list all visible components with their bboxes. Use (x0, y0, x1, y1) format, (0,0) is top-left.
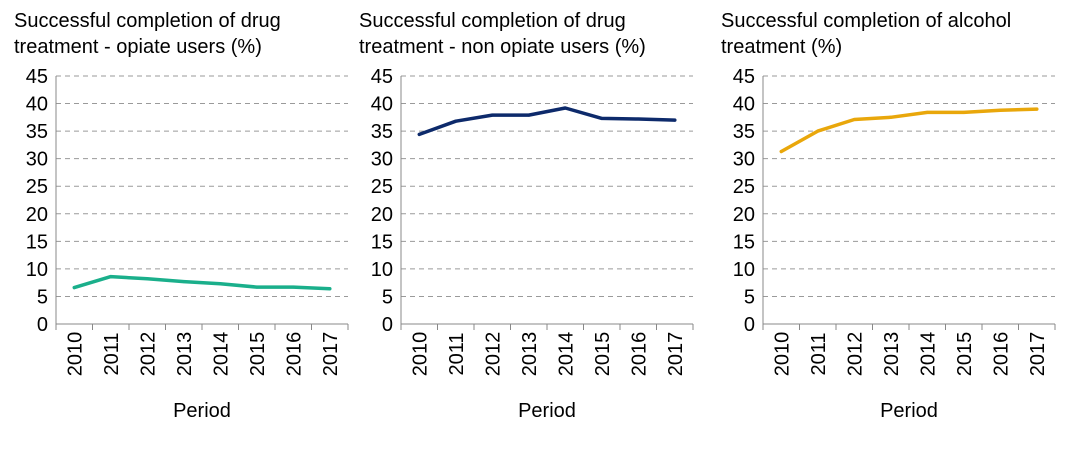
x-tick-label: 2011 (446, 332, 468, 375)
y-tick-label: 45 (371, 66, 393, 88)
line-chart: 0 5 10 15 20 25 30 35 40 45 2010 2011 2012 2013 2014 20… (26, 66, 349, 422)
y-tick-label: 35 (26, 121, 48, 143)
y-tick-label: 0 (382, 314, 393, 336)
data-point (816, 129, 820, 133)
data-point (779, 150, 783, 154)
y-tick-label: 45 (26, 66, 48, 88)
x-tick-label: 2013 (519, 332, 541, 377)
y-tick-label: 15 (371, 231, 393, 253)
y-tick-label: 0 (744, 314, 755, 336)
series-line (779, 107, 1039, 154)
y-tick-label: 10 (733, 259, 755, 281)
series-line (72, 274, 332, 291)
y-tick-label: 40 (733, 94, 755, 116)
chart-title: Successful completion of alcohol treatme… (721, 10, 1012, 58)
y-tick-label: 30 (371, 149, 393, 171)
data-point (109, 275, 113, 279)
data-point (454, 119, 458, 123)
x-axis-label: Period (173, 400, 231, 422)
data-point (291, 285, 295, 289)
y-tick-label: 40 (371, 94, 393, 116)
y-tick-label: 20 (26, 204, 48, 226)
y-tick-label: 5 (744, 286, 755, 308)
data-point (255, 285, 259, 289)
data-point (673, 118, 677, 122)
x-tick-label: 2010 (771, 332, 793, 377)
chart-panel-opiate: Successful completion of drug treatment … (14, 0, 364, 452)
x-tick-label: 2011 (808, 332, 830, 375)
x-tick-label: 2017 (1027, 332, 1049, 377)
chart-panel-non-opiate: Successful completion of drug treatment … (359, 0, 709, 452)
chart-title: Successful completion of drug treatment … (14, 10, 281, 58)
data-point (962, 110, 966, 114)
x-tick-label: 2014 (917, 332, 939, 377)
data-point (490, 113, 494, 117)
x-axis-label: Period (518, 400, 576, 422)
y-tick-label: 30 (26, 149, 48, 171)
y-tick-label: 30 (733, 149, 755, 171)
y-tick-label: 20 (371, 204, 393, 226)
data-point (417, 132, 421, 136)
data-point (182, 280, 186, 284)
y-tick-label: 35 (371, 121, 393, 143)
data-point (600, 116, 604, 120)
chart-title: Successful completion of drug treatment … (359, 10, 646, 58)
y-tick-label: 45 (733, 66, 755, 88)
series-line (417, 106, 677, 137)
data-point (852, 118, 856, 122)
x-tick-label: 2016 (990, 332, 1012, 377)
y-tick-label: 0 (37, 314, 48, 336)
y-tick-label: 35 (733, 121, 755, 143)
data-point (1035, 107, 1039, 111)
x-tick-label: 2015 (954, 332, 976, 377)
y-tick-label: 5 (37, 286, 48, 308)
data-point (218, 282, 222, 286)
line-chart: 0 5 10 15 20 25 30 35 40 45 2010 2011 2012 2013 2014 20… (371, 66, 694, 422)
data-point (527, 113, 531, 117)
x-tick-label: 2015 (247, 332, 269, 377)
y-tick-label: 15 (733, 231, 755, 253)
y-tick-label: 5 (382, 286, 393, 308)
x-tick-label: 2011 (101, 332, 123, 375)
x-tick-label: 2015 (592, 332, 614, 377)
x-tick-label: 2013 (174, 332, 196, 377)
y-tick-label: 10 (371, 259, 393, 281)
y-tick-label: 25 (733, 176, 755, 198)
data-point (328, 287, 332, 291)
y-tick-label: 25 (371, 176, 393, 198)
x-tick-label: 2012 (137, 332, 159, 377)
chart-panel-alcohol: Successful completion of alcohol treatme… (721, 0, 1070, 452)
x-tick-label: 2012 (482, 332, 504, 377)
data-point (925, 110, 929, 114)
x-tick-label: 2016 (628, 332, 650, 377)
x-tick-label: 2016 (283, 332, 305, 377)
x-tick-label: 2014 (210, 332, 232, 377)
x-tick-label: 2012 (844, 332, 866, 377)
x-tick-label: 2017 (665, 332, 687, 377)
data-point (998, 108, 1002, 112)
x-tick-label: 2010 (409, 332, 431, 377)
line-chart: 0 5 10 15 20 25 30 35 40 45 2010 2011 2012 2013 2014 20… (733, 66, 1056, 422)
y-tick-label: 40 (26, 94, 48, 116)
data-point (145, 277, 149, 281)
y-tick-label: 20 (733, 204, 755, 226)
data-point (563, 106, 567, 110)
data-point (889, 115, 893, 119)
x-tick-label: 2014 (555, 332, 577, 377)
x-tick-label: 2017 (320, 332, 342, 377)
data-point (636, 117, 640, 121)
x-tick-label: 2010 (64, 332, 86, 377)
x-axis-label: Period (880, 400, 938, 422)
y-tick-label: 10 (26, 259, 48, 281)
y-tick-label: 25 (26, 176, 48, 198)
data-point (72, 286, 76, 290)
y-tick-label: 15 (26, 231, 48, 253)
x-tick-label: 2013 (881, 332, 903, 377)
